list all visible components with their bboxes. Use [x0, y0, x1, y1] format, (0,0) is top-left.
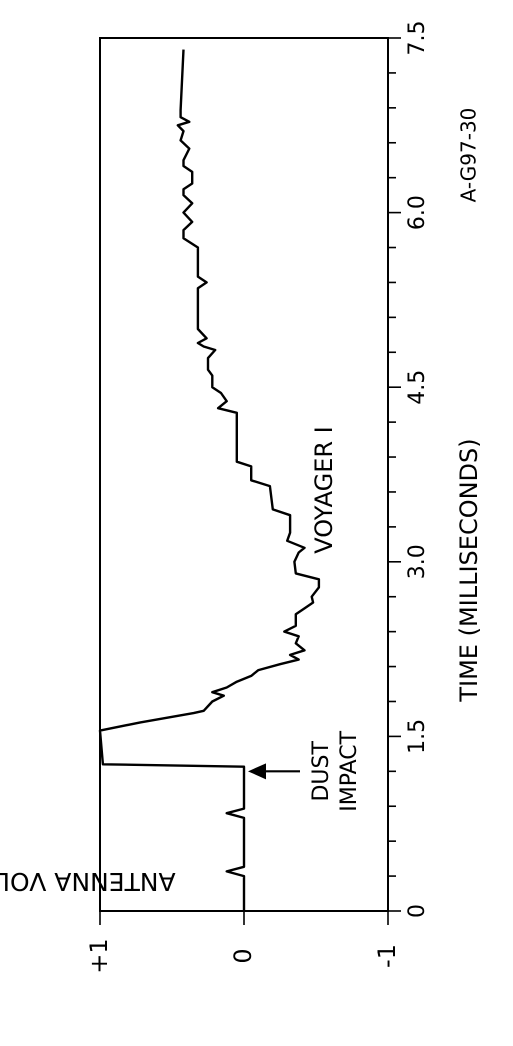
annotation-arrow-head	[248, 763, 266, 780]
series-line	[98, 49, 321, 911]
y-tick-label: 0	[229, 948, 257, 963]
y-tick-label: +1	[85, 938, 113, 973]
annotation-text-line1: DUST	[309, 741, 334, 802]
y-tick-label: -1	[373, 944, 401, 968]
chart-title: VOYAGER I	[310, 426, 338, 554]
x-tick-label: 4.5	[405, 370, 430, 405]
x-tick-label: 7.5	[405, 21, 430, 56]
x-tick-label: 1.5	[405, 719, 430, 754]
x-axis-title: TIME (MILLISECONDS)	[455, 438, 483, 702]
annotation-text-line2: IMPACT	[337, 730, 362, 811]
x-tick-label: 3.0	[405, 544, 430, 579]
plot-layer: 0 1.5 3.0 4.5 6.0 7.5 +1 0 -1 TIME (MILLISECONDS)…	[0, 21, 483, 974]
x-tick-label: 0	[405, 904, 430, 918]
x-tick-label: 6.0	[405, 195, 430, 230]
y-axis-title: ANTENNA VOLTAGE	[0, 867, 176, 896]
figure-id: A-G97-30	[457, 108, 481, 203]
